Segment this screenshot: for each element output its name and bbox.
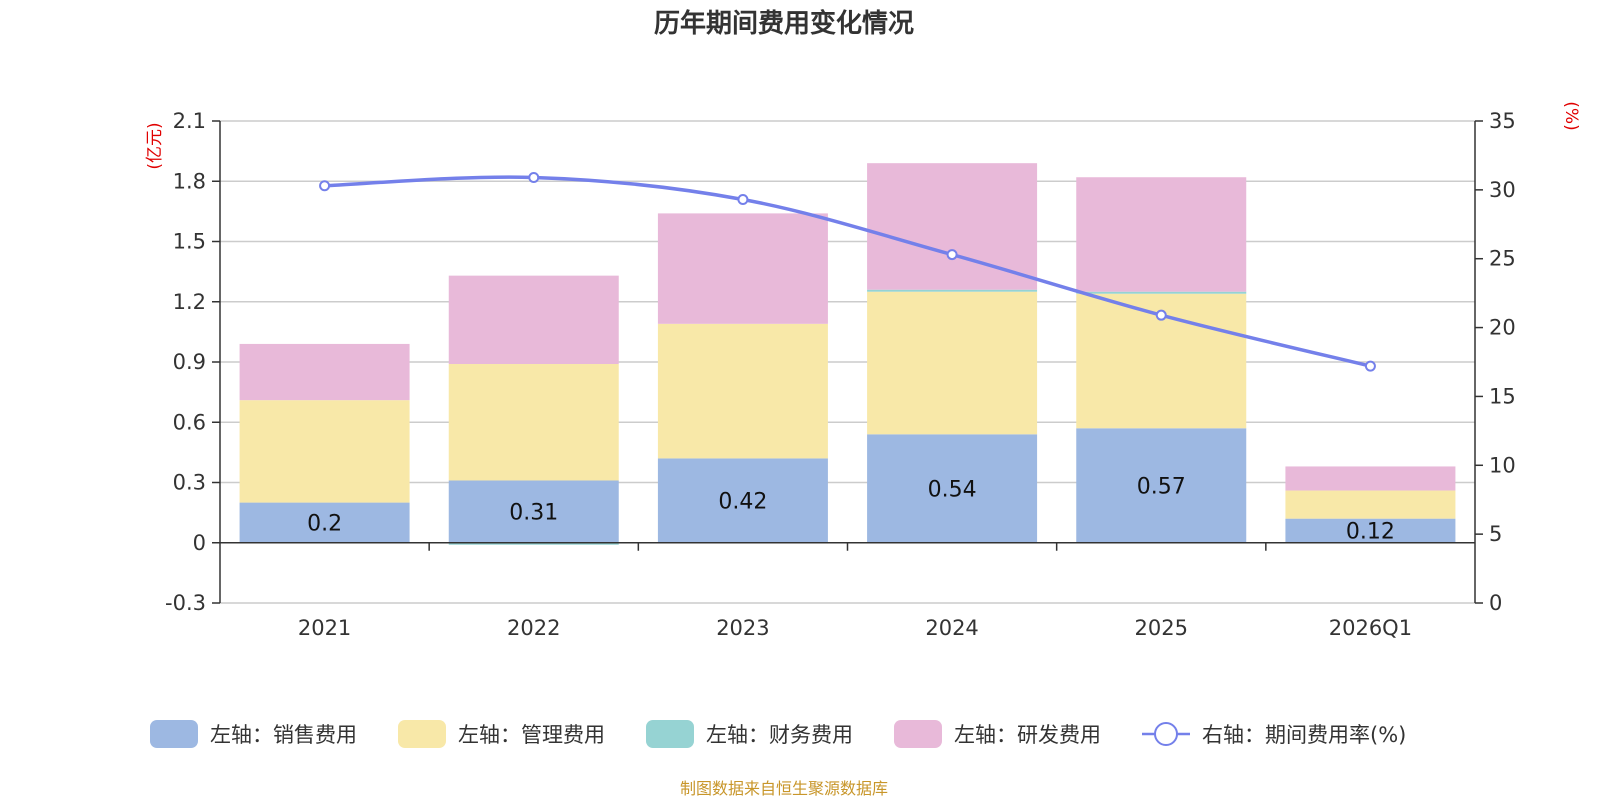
legend-swatch	[894, 720, 942, 748]
bar-segment	[1285, 490, 1456, 519]
sales-data-label: 0.31	[509, 501, 558, 526]
bar-segment	[448, 275, 619, 365]
source-note: 制图数据来自恒生聚源数据库	[680, 779, 888, 798]
rate-line	[324, 175, 1371, 368]
x-axis-tick-label: 2024	[925, 616, 978, 640]
rate-point	[1155, 309, 1167, 321]
legend-label: 左轴：财务费用	[706, 723, 853, 747]
right-axis-tick-label: 10	[1489, 453, 1516, 477]
axes-layer: -0.300.30.60.91.21.51.82.105101520253035…	[165, 109, 1516, 640]
legend-marker-swatch	[1154, 722, 1178, 746]
rate-point	[737, 193, 749, 205]
bar-segment	[867, 291, 1038, 435]
legend-swatch	[398, 720, 446, 748]
left-axis-tick-label: 0.3	[173, 471, 206, 495]
chart-title: 历年期间费用变化情况	[654, 8, 914, 39]
rate-point	[319, 180, 331, 192]
x-axis-tick-label: 2022	[507, 616, 560, 640]
right-axis-unit: (%)	[1561, 101, 1581, 130]
sales-data-label: 0.2	[307, 512, 342, 537]
legend-label: 右轴：期间费用率(%)	[1202, 723, 1406, 747]
x-axis-tick-label: 2026Q1	[1329, 616, 1412, 640]
right-axis-tick-label: 30	[1489, 178, 1516, 202]
bars-layer	[239, 163, 1456, 545]
legend-swatch	[646, 720, 694, 748]
left-axis-tick-label: 0.9	[173, 350, 206, 374]
left-axis-tick-label: 1.8	[173, 169, 206, 193]
bar-segment	[657, 458, 828, 543]
rate-point	[1364, 360, 1376, 372]
x-axis-tick-label: 2023	[716, 616, 769, 640]
bar-segment	[867, 289, 1038, 292]
bar-segment	[448, 542, 619, 545]
bar-segment	[239, 400, 410, 503]
data-labels-layer: 0.2 0.31 0.42 0.54 0.57 0.12	[307, 475, 1395, 545]
right-axis-tick-label: 5	[1489, 522, 1502, 546]
legend-label: 左轴：研发费用	[954, 723, 1101, 747]
left-axis-tick-label: 0	[193, 531, 206, 555]
bar-segment	[657, 323, 828, 459]
legend-label: 左轴：管理费用	[458, 723, 605, 747]
right-axis-tick-label: 35	[1489, 109, 1516, 133]
x-axis-tick-label: 2021	[298, 616, 351, 640]
rate-point	[946, 249, 958, 261]
bar-segment	[1076, 177, 1247, 292]
bar-segment	[1076, 428, 1247, 543]
right-axis-tick-label: 0	[1489, 591, 1502, 615]
right-axis-tick-label: 15	[1489, 384, 1516, 408]
bar-segment	[867, 434, 1038, 543]
bar-segment	[1285, 518, 1456, 543]
right-axis-tick-label: 25	[1489, 247, 1516, 271]
sales-data-label: 0.12	[1346, 520, 1395, 545]
legend-label: 左轴：销售费用	[210, 723, 357, 747]
bar-segment	[239, 502, 410, 543]
bar-segment	[448, 480, 619, 543]
bar-segment	[448, 364, 619, 481]
legend-swatch	[150, 720, 198, 748]
left-axis-tick-label: 1.5	[173, 230, 206, 254]
left-axis-unit: (亿元)	[145, 122, 165, 169]
legend: 左轴：销售费用 左轴：管理费用 左轴：财务费用 左轴：研发费用 右轴：期间费用率(%)	[150, 720, 1406, 748]
bar-segment	[239, 343, 410, 401]
rate-line-layer	[319, 171, 1376, 372]
bar-segment	[1285, 466, 1456, 491]
sales-data-label: 0.42	[718, 490, 767, 515]
bar-segment	[657, 213, 828, 324]
x-axis-tick-label: 2025	[1135, 616, 1188, 640]
sales-data-label: 0.54	[928, 478, 977, 503]
right-axis-tick-label: 20	[1489, 316, 1516, 340]
left-axis-tick-label: 1.2	[173, 290, 206, 314]
left-axis-tick-label: 2.1	[173, 109, 206, 133]
rate-point	[528, 171, 540, 183]
sales-data-label: 0.57	[1137, 475, 1186, 500]
left-axis-tick-label: 0.6	[173, 410, 206, 434]
bar-segment	[867, 163, 1038, 290]
bar-segment	[1076, 291, 1247, 294]
left-axis-tick-label: -0.3	[165, 591, 206, 615]
